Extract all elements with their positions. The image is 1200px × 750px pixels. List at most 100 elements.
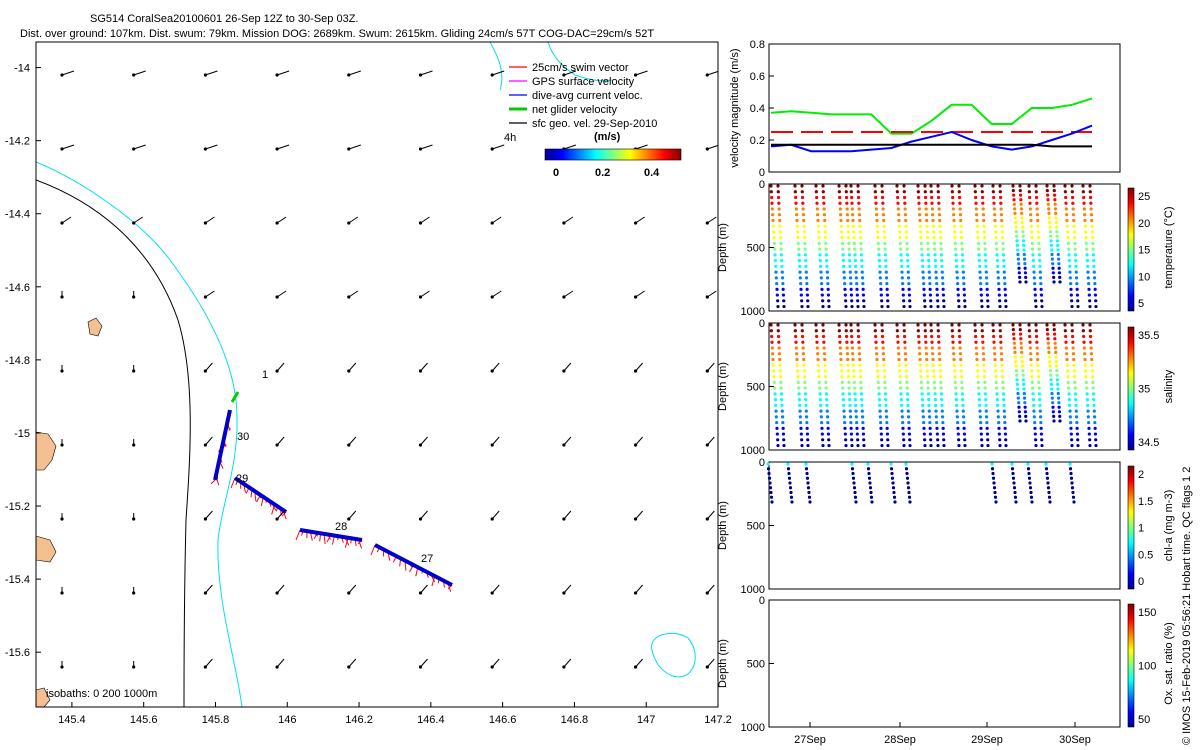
- legend-swim-vector: 25cm/s swim vector: [532, 62, 629, 74]
- profile-sample: [1074, 276, 1079, 280]
- colorbar-tick-label: 50: [1138, 714, 1150, 726]
- profile-sample: [770, 201, 774, 205]
- profile-sample: [1053, 207, 1058, 211]
- chl-sample: [990, 467, 995, 471]
- profile-sample: [880, 334, 885, 339]
- chl-sample: [804, 467, 809, 471]
- profile-sample: [1013, 211, 1017, 216]
- colorbar-tick-label: 0: [1138, 576, 1144, 588]
- profile-sample: [992, 340, 996, 344]
- profile-sample: [985, 420, 989, 425]
- profile-sample: [1012, 337, 1016, 341]
- profile-sample: [1084, 369, 1088, 373]
- profile-sample: [1022, 382, 1026, 386]
- profile-sample: [1030, 236, 1034, 240]
- profile-sample: [930, 340, 934, 344]
- profile-sample: [771, 363, 775, 367]
- profile-sample: [826, 287, 830, 291]
- profile-sample: [974, 334, 978, 339]
- profile-sample: [816, 363, 820, 367]
- profile-sample: [954, 398, 958, 402]
- profile-sample: [1031, 253, 1035, 257]
- profile-sample: [1067, 398, 1071, 402]
- profile-sample: [932, 230, 936, 234]
- profile-sample: [1056, 391, 1060, 396]
- profile-sample: [858, 230, 862, 234]
- sfc-velocity-arrow: [492, 70, 505, 76]
- profile-sample: [1028, 201, 1032, 205]
- profile-sample: [924, 346, 928, 350]
- profile-sample: [851, 213, 855, 217]
- profile-sample: [818, 259, 822, 263]
- profile-sample: [1066, 375, 1070, 379]
- profile-sample: [884, 398, 888, 402]
- profile-sample: [775, 287, 779, 291]
- profile-sample: [1048, 230, 1052, 234]
- profile-sample: [823, 363, 827, 367]
- profile-sample: [895, 323, 899, 327]
- profile-sample: [975, 224, 979, 228]
- map-y-tick-label: -14.6: [5, 282, 30, 294]
- profile-sample: [801, 201, 805, 205]
- profile-sample: [827, 443, 831, 448]
- profile-sample: [1000, 363, 1004, 367]
- profile-sample: [860, 264, 864, 268]
- sfc-velocity-arrow: [563, 216, 574, 224]
- dive-avg-current: [213, 409, 232, 481]
- profile-sample: [898, 241, 902, 245]
- sfc-velocity-origin: [275, 443, 279, 447]
- profile-sample: [804, 403, 808, 407]
- profile-sample: [819, 415, 823, 419]
- profile-sample: [1053, 337, 1057, 341]
- profile-sample: [838, 346, 842, 350]
- profile-sample: [821, 304, 825, 309]
- profile-sample: [795, 213, 799, 217]
- profile-sample: [1090, 224, 1094, 228]
- profile-sample: [853, 398, 857, 402]
- profile-sample: [1072, 236, 1077, 240]
- profile-sample: [857, 201, 861, 205]
- map-y-tick-label: -14.2: [5, 136, 30, 148]
- profile-sample: [802, 224, 806, 228]
- sfc-velocity-arrow: [563, 584, 572, 594]
- profile-sample: [1082, 334, 1086, 339]
- velocity-series-line: [771, 143, 1092, 148]
- profile-sample: [1087, 420, 1091, 425]
- profile-sample: [908, 438, 912, 442]
- profile-sample: [961, 398, 965, 402]
- profile-sample: [1018, 327, 1022, 332]
- profile-sample: [957, 334, 962, 339]
- sfc-velocity-arrow: [491, 510, 500, 520]
- chl-sample: [1010, 467, 1015, 471]
- chl-sample: [850, 467, 855, 471]
- profile-sample: [800, 334, 805, 339]
- profile-sample: [929, 329, 933, 333]
- profile-sample: [1072, 363, 1076, 367]
- profile-sample: [952, 218, 956, 223]
- profile-sample: [815, 346, 819, 350]
- profile-sample: [796, 230, 800, 234]
- isobath-200m: [36, 161, 243, 707]
- profile-sample: [880, 299, 884, 303]
- profile-sample: [1058, 280, 1062, 284]
- profile-sample: [950, 329, 954, 333]
- profile-sample: [996, 270, 1000, 274]
- profile-sample: [953, 236, 957, 240]
- profile-sample: [819, 276, 823, 280]
- profile-sample: [1034, 323, 1038, 327]
- profile-sample: [1091, 241, 1095, 245]
- sfc-velocity-origin: [705, 295, 709, 299]
- profile-sample: [1019, 207, 1024, 211]
- profile-sample: [875, 352, 879, 356]
- profile-ylabel: Depth (m): [717, 362, 729, 411]
- profile-sample: [793, 184, 797, 188]
- profile-sample: [942, 299, 946, 303]
- profile-sample: [983, 247, 987, 251]
- profile-sample: [936, 195, 941, 200]
- profile-sample: [952, 363, 956, 367]
- profile-sample: [905, 253, 910, 257]
- profile-sample: [844, 438, 848, 442]
- profile-sample: [906, 259, 910, 263]
- profile-sample: [859, 380, 863, 384]
- profile-sample: [844, 323, 848, 327]
